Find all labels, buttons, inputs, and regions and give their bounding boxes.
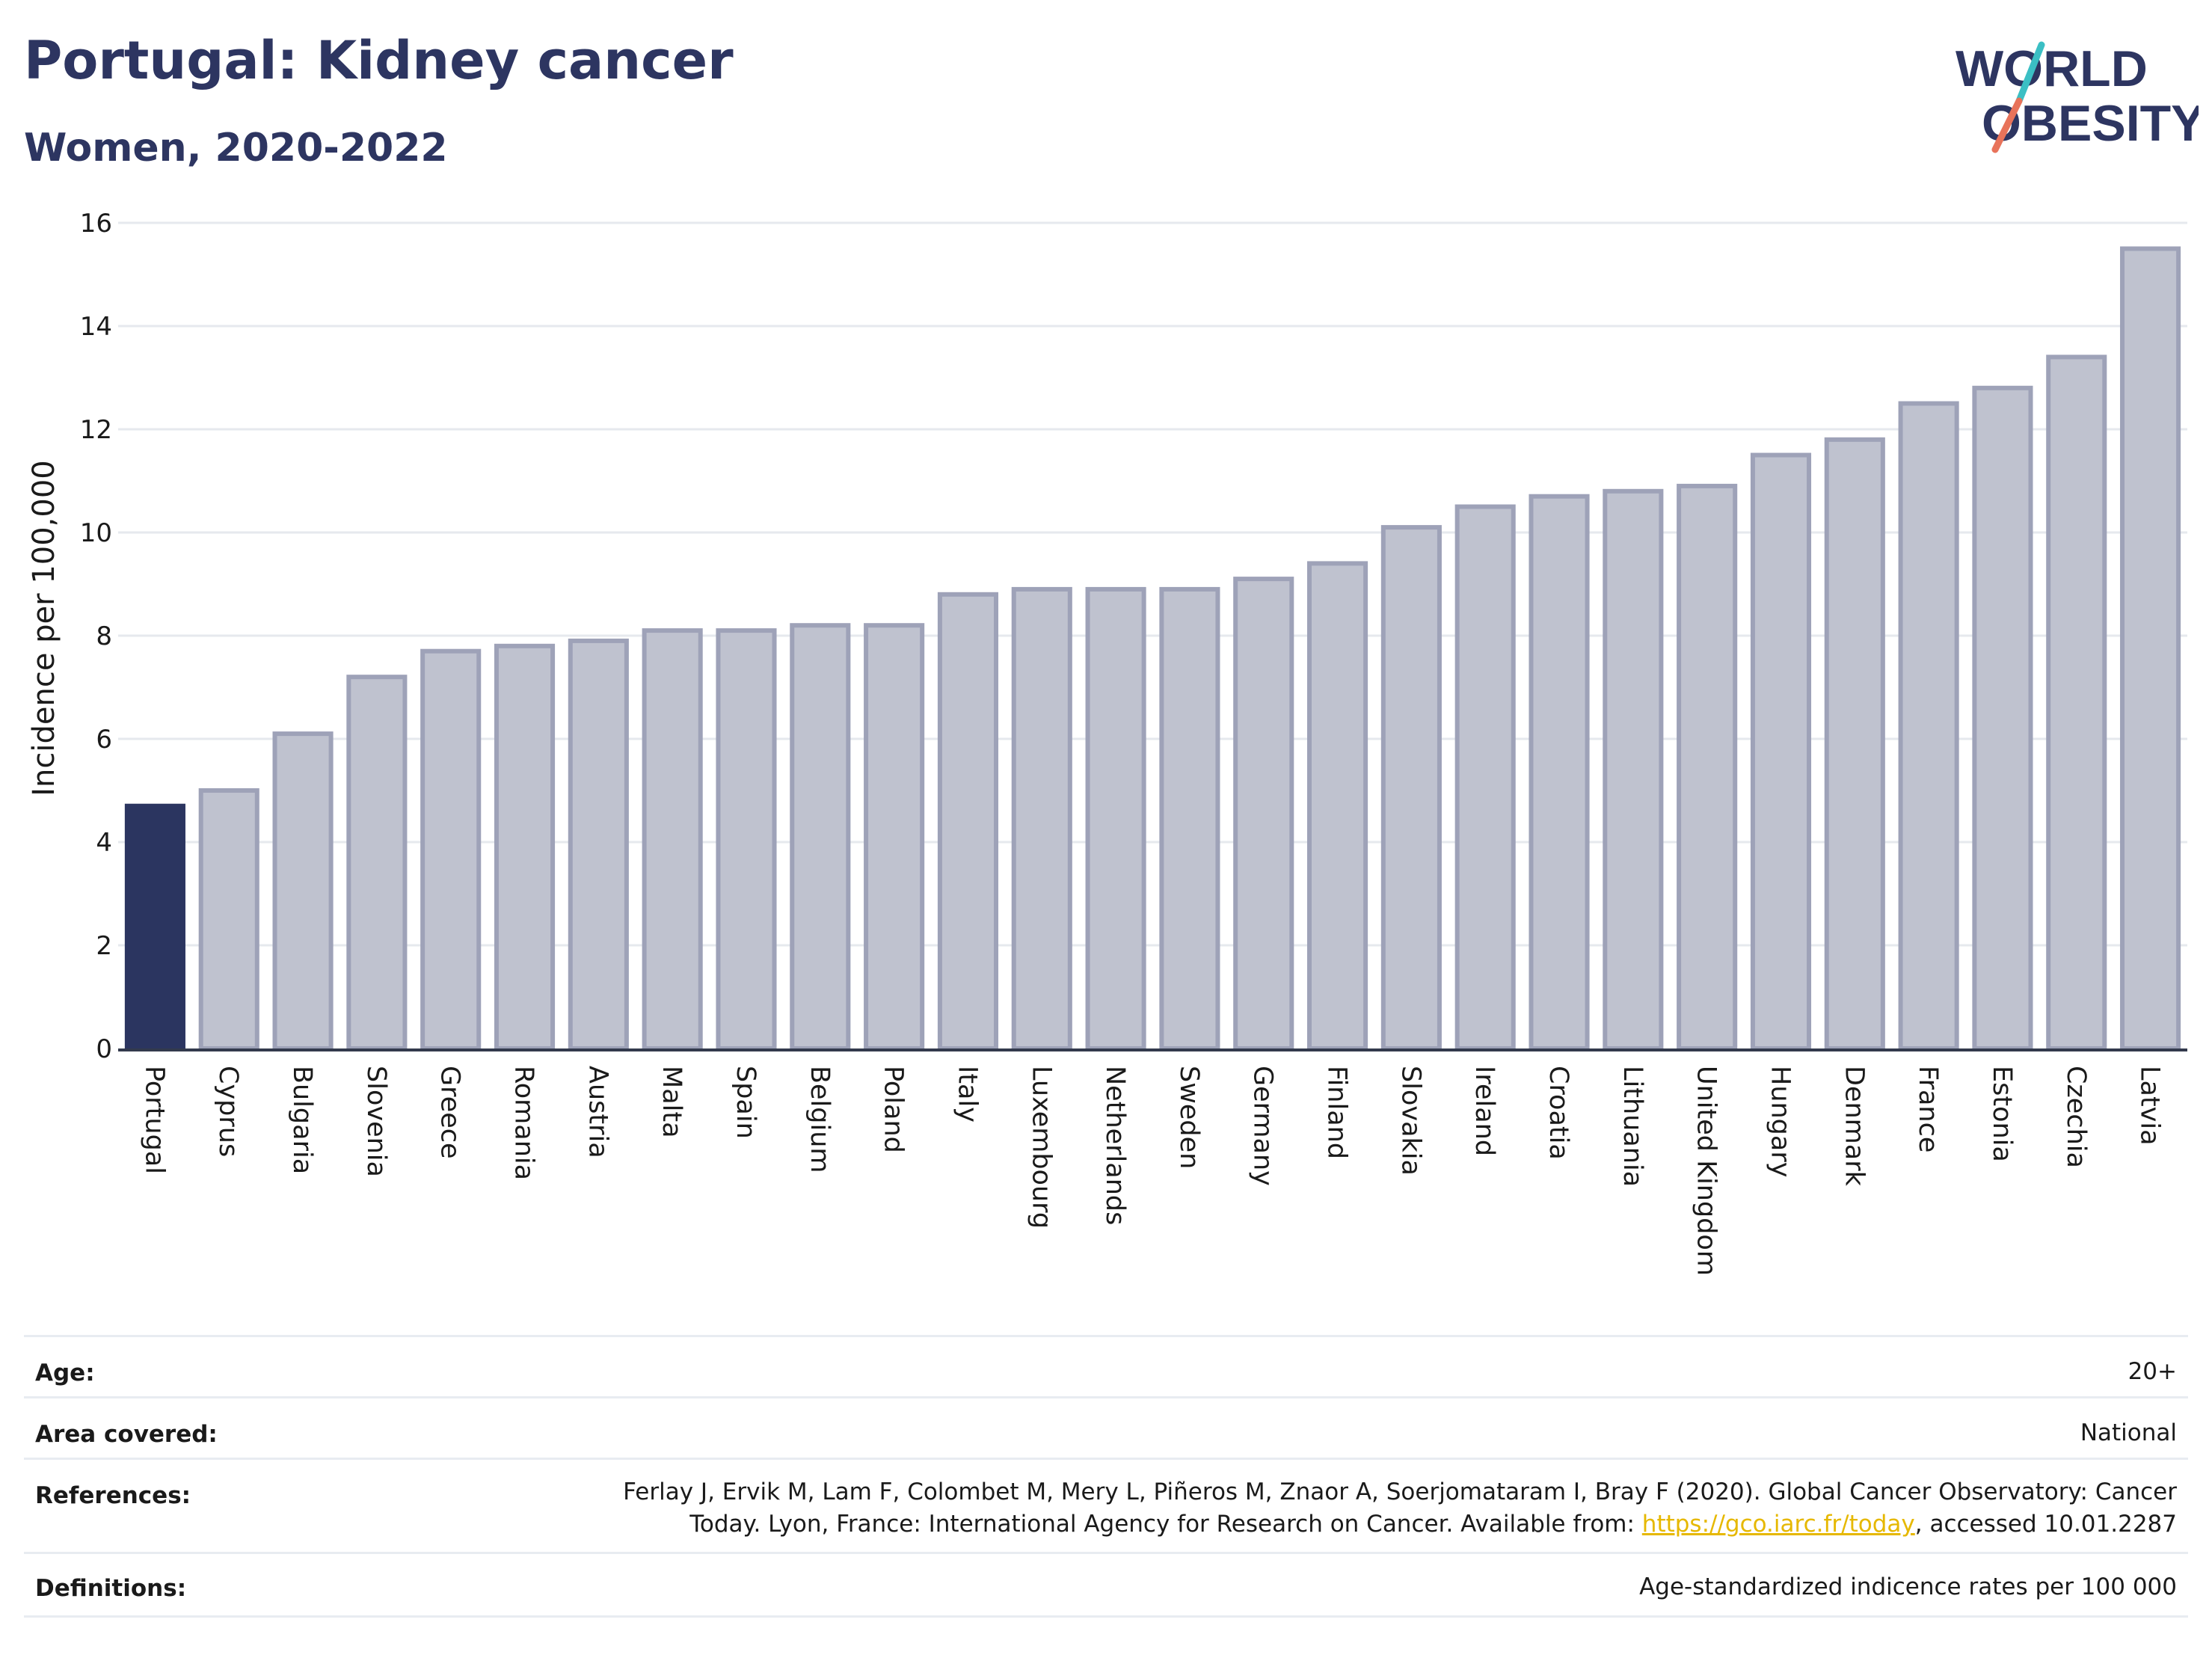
x-tick-label: Italy bbox=[952, 1066, 982, 1123]
bar-france bbox=[1898, 401, 1959, 1051]
bar-romania bbox=[494, 643, 556, 1051]
bar-ireland bbox=[1454, 504, 1516, 1051]
logo-slash-coral bbox=[1991, 97, 2023, 153]
bar-denmark bbox=[1824, 437, 1885, 1051]
bar-sweden bbox=[1159, 586, 1220, 1051]
x-tick-label: Czechia bbox=[2061, 1066, 2091, 1168]
bar-portugal bbox=[124, 803, 185, 1051]
references-link[interactable]: https://gco.iarc.fr/today bbox=[1641, 1511, 1915, 1538]
meta-row-area: Area covered: National bbox=[24, 1396, 2188, 1458]
bar-malta bbox=[642, 628, 703, 1051]
x-tick-label: Slovakia bbox=[1395, 1066, 1425, 1176]
chart-title: Portugal: Kidney cancer bbox=[24, 30, 734, 91]
y-tick-label: 0 bbox=[96, 1034, 112, 1064]
x-tick-label: Cyprus bbox=[213, 1066, 243, 1157]
x-tick-label: Germany bbox=[1248, 1066, 1278, 1186]
x-axis-labels: Portugal Cyprus Bulgaria Slovenia Greece Roma… bbox=[139, 1066, 2164, 1276]
y-tick-label: 14 bbox=[80, 312, 112, 342]
x-tick-label: Poland bbox=[879, 1066, 909, 1153]
bar-netherlands bbox=[1085, 586, 1146, 1051]
bar-estonia bbox=[1972, 385, 2033, 1051]
bar-germany bbox=[1233, 577, 1294, 1051]
references-value: Ferlay J, Ervik M, Lam F, Colombet M, Me… bbox=[623, 1476, 2177, 1541]
definitions-label: Definitions: bbox=[35, 1575, 187, 1602]
y-tick-label: 8 bbox=[96, 621, 112, 651]
area-label: Area covered: bbox=[35, 1421, 218, 1448]
area-value: National bbox=[2080, 1419, 2177, 1446]
bars bbox=[124, 246, 2181, 1051]
x-tick-label: Netherlands bbox=[1100, 1066, 1130, 1225]
y-tick-label: 6 bbox=[96, 725, 112, 755]
x-tick-label: Austria bbox=[583, 1066, 612, 1158]
x-tick-label: Estonia bbox=[1987, 1066, 2017, 1162]
x-tick-label: France bbox=[1913, 1066, 1943, 1152]
references-accessed: , accessed 10.01.2287 bbox=[1914, 1511, 2177, 1538]
logo-slash-teal bbox=[2015, 41, 2045, 105]
x-tick-label: United Kingdom bbox=[1692, 1066, 1721, 1276]
bar-united-kingdom bbox=[1677, 483, 1738, 1051]
age-label: Age: bbox=[35, 1360, 95, 1387]
references-line-2: Today. Lyon, France: International Agenc… bbox=[623, 1508, 2177, 1541]
x-tick-label: Hungary bbox=[1765, 1066, 1795, 1177]
references-line-2-text: Today. Lyon, France: International Agenc… bbox=[689, 1511, 1642, 1538]
bar-italy bbox=[937, 592, 998, 1051]
x-tick-label: Romania bbox=[509, 1066, 539, 1180]
bar-luxembourg bbox=[1011, 586, 1072, 1051]
bar-latvia bbox=[2120, 246, 2181, 1051]
bar-slovenia bbox=[346, 675, 408, 1051]
references-label: References: bbox=[35, 1482, 191, 1509]
bar-croatia bbox=[1529, 494, 1590, 1051]
meta-row-references: References: Ferlay J, Ervik M, Lam F, Co… bbox=[24, 1458, 2188, 1553]
bar-chart: 0 2 4 6 8 10 12 14 16 Portugal Cyprus Bulgaria Slov… bbox=[27, 209, 2187, 1276]
x-tick-label: Sweden bbox=[1174, 1066, 1204, 1169]
x-tick-label: Latvia bbox=[2135, 1066, 2165, 1146]
x-tick-label: Lithuania bbox=[1617, 1066, 1647, 1187]
chart-subtitle: Women, 2020-2022 bbox=[24, 126, 448, 171]
bar-cyprus bbox=[198, 788, 259, 1051]
bar-poland bbox=[864, 623, 925, 1051]
x-tick-label: Bulgaria bbox=[287, 1066, 317, 1174]
references-line-1: Ferlay J, Ervik M, Lam F, Colombet M, Me… bbox=[623, 1479, 2177, 1505]
bar-czechia bbox=[2046, 354, 2107, 1051]
definitions-value: Age-standardized indicence rates per 100… bbox=[1639, 1573, 2177, 1600]
bar-hungary bbox=[1750, 452, 1812, 1051]
x-tick-label: Greece bbox=[435, 1066, 465, 1159]
bar-greece bbox=[420, 648, 482, 1051]
y-tick-label: 12 bbox=[80, 415, 112, 445]
logo-text-world: WORLD bbox=[1956, 40, 2148, 97]
x-tick-label: Portugal bbox=[139, 1066, 169, 1174]
y-tick-label: 2 bbox=[96, 931, 112, 961]
age-value: 20+ bbox=[2127, 1358, 2177, 1385]
x-tick-label: Malta bbox=[657, 1066, 686, 1138]
x-tick-label: Denmark bbox=[1839, 1066, 1869, 1187]
y-tick-label: 16 bbox=[80, 209, 112, 239]
x-tick-label: Spain bbox=[731, 1066, 761, 1139]
y-tick-label: 4 bbox=[96, 828, 112, 858]
bar-lithuania bbox=[1603, 488, 1664, 1051]
bar-bulgaria bbox=[272, 731, 334, 1051]
bar-spain bbox=[716, 628, 777, 1051]
x-tick-label: Slovenia bbox=[361, 1066, 391, 1177]
x-tick-label: Ireland bbox=[1469, 1066, 1499, 1156]
meta-row-definitions: Definitions: Age-standardized indicence … bbox=[24, 1552, 2188, 1618]
x-tick-label: Belgium bbox=[805, 1066, 835, 1173]
x-tick-label: Croatia bbox=[1543, 1066, 1573, 1160]
y-axis-label: Incidence per 100,000 bbox=[27, 460, 61, 796]
y-axis-ticks: 0 2 4 6 8 10 12 14 16 bbox=[80, 209, 112, 1064]
world-obesity-logo: WORLD OBESITY bbox=[1956, 40, 2199, 153]
bar-finland bbox=[1307, 561, 1368, 1051]
meta-row-age: Age: 20+ bbox=[24, 1335, 2188, 1397]
y-tick-label: 10 bbox=[80, 518, 112, 548]
x-tick-label: Luxembourg bbox=[1026, 1066, 1056, 1229]
bar-belgium bbox=[790, 623, 851, 1051]
bar-slovakia bbox=[1380, 525, 1442, 1051]
bar-austria bbox=[568, 638, 629, 1051]
x-tick-label: Finland bbox=[1322, 1066, 1352, 1159]
